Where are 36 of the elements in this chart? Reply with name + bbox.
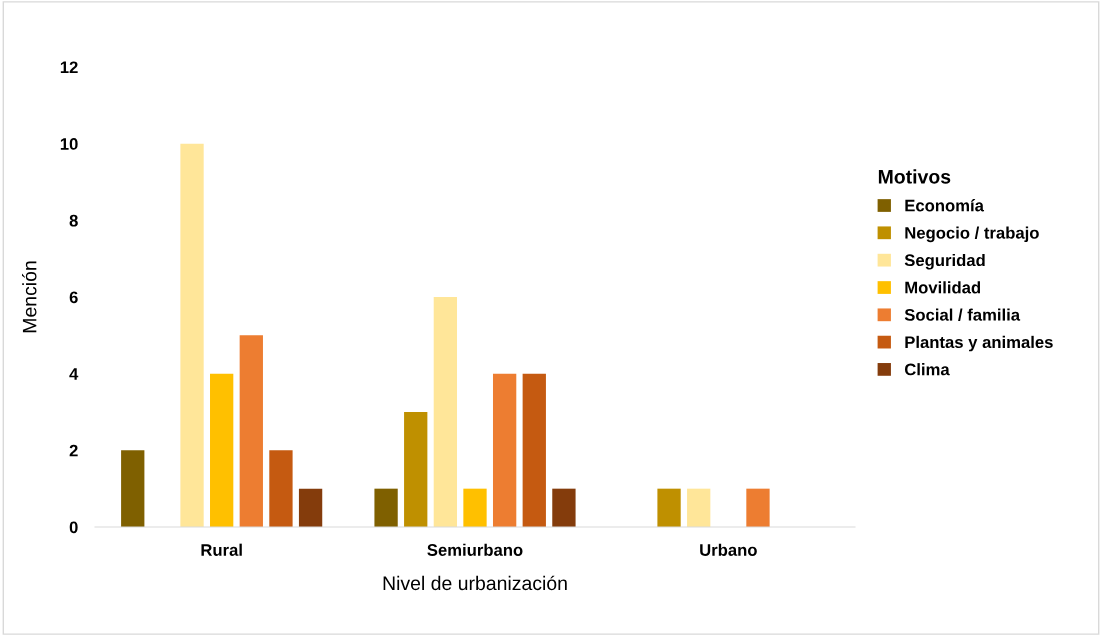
legend-title: Motivos (878, 169, 951, 184)
y-tick-label: 12 (60, 61, 78, 74)
legend-label: Economía (905, 199, 985, 212)
bar (269, 450, 293, 527)
legend-label: Clima (904, 363, 950, 376)
legend-label: Social / familia (904, 308, 1021, 321)
bar (433, 297, 458, 527)
bar (210, 373, 234, 527)
bar (492, 373, 517, 527)
legend-label: Movilidad (905, 281, 981, 294)
y-tick-label: 8 (69, 214, 78, 227)
y-tick-label: 2 (69, 444, 78, 457)
y-axis-title: Mención (22, 261, 37, 333)
bar (180, 143, 204, 527)
bar (239, 335, 263, 527)
bar (374, 488, 398, 527)
x-axis-title: Nivel de urbanización (383, 575, 567, 591)
y-tick-label: 4 (69, 368, 79, 380)
bar (298, 488, 323, 527)
bar (746, 488, 770, 527)
bar (687, 488, 711, 527)
bar (404, 412, 428, 527)
bar (657, 488, 681, 527)
legend-label: Seguridad (904, 253, 985, 270)
x-tick-label: Semiurbano (427, 543, 523, 556)
y-tick-label: 10 (60, 138, 78, 150)
bar (121, 450, 145, 527)
bar (552, 488, 576, 527)
y-tick-label: 0 (69, 521, 78, 534)
x-tick-label: Rural (201, 543, 242, 556)
bar (463, 488, 487, 527)
bar (522, 373, 546, 527)
legend-label: Plantas y animales (905, 335, 1053, 352)
x-tick-label: Urbano (700, 543, 757, 556)
legend-label: Negocio / trabajo (905, 226, 1039, 243)
y-tick-label: 6 (69, 291, 78, 304)
